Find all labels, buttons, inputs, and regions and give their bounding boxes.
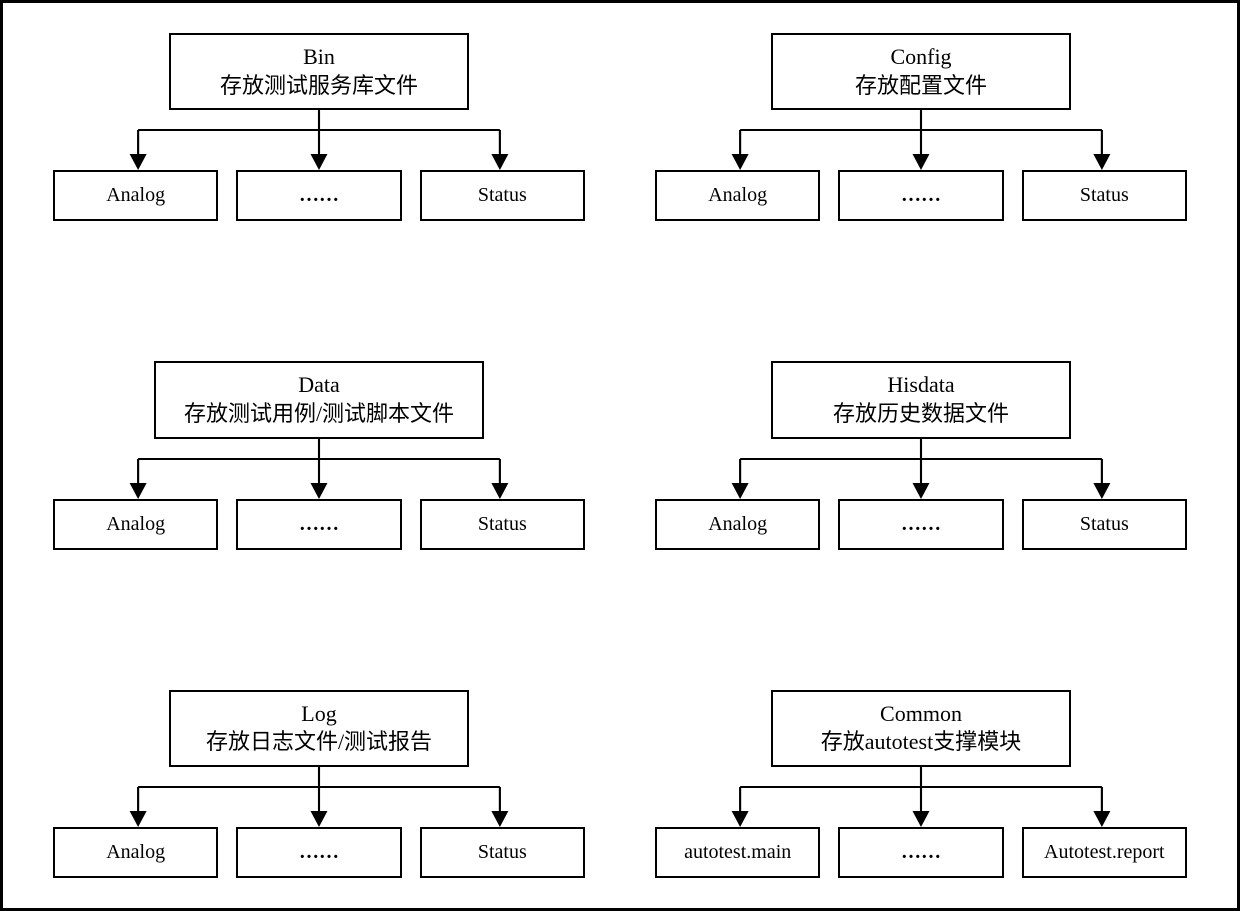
tree-children: Analog …… Status: [655, 170, 1187, 221]
tree-subtitle: 存放历史数据文件: [801, 400, 1041, 429]
tree-children: Analog …… Status: [53, 170, 585, 221]
tree-title: Common: [801, 700, 1041, 729]
tree-subtitle: 存放测试用例/测试脚本文件: [184, 400, 454, 429]
tree-title: Bin: [199, 43, 439, 72]
tree-bin: Bin 存放测试服务库文件 Analog …… Status: [53, 33, 585, 221]
tree-child: Analog: [655, 170, 820, 221]
tree-child: Analog: [655, 499, 820, 550]
tree-parent-box: Data 存放测试用例/测试脚本文件: [154, 361, 484, 438]
tree-connector: [655, 767, 1187, 827]
tree-connector: [53, 767, 585, 827]
tree-title: Hisdata: [801, 371, 1041, 400]
tree-child: Analog: [53, 499, 218, 550]
tree-child: autotest.main: [655, 827, 820, 878]
tree-children: Analog …… Status: [655, 499, 1187, 550]
tree-connector: [53, 439, 585, 499]
tree-common: Common 存放autotest支撑模块 autotest.main …… A…: [655, 690, 1187, 878]
tree-child: Status: [420, 170, 585, 221]
tree-child: Analog: [53, 170, 218, 221]
tree-parent-box: Config 存放配置文件: [771, 33, 1071, 110]
tree-subtitle: 存放autotest支撑模块: [801, 728, 1041, 757]
tree-children: Analog …… Status: [53, 827, 585, 878]
tree-children: Analog …… Status: [53, 499, 585, 550]
tree-config: Config 存放配置文件 Analog …… Status: [655, 33, 1187, 221]
tree-row: Data 存放测试用例/测试脚本文件 Analog …… Status: [53, 361, 1187, 549]
tree-child: Status: [420, 827, 585, 878]
tree-connector: [655, 110, 1187, 170]
tree-child-ellipsis: ……: [236, 499, 401, 550]
tree-connector: [53, 110, 585, 170]
tree-log: Log 存放日志文件/测试报告 Analog …… Status: [53, 690, 585, 878]
tree-parent-box: Log 存放日志文件/测试报告: [169, 690, 469, 767]
tree-child-ellipsis: ……: [838, 499, 1003, 550]
tree-child: Autotest.report: [1022, 827, 1187, 878]
tree-child-ellipsis: ……: [838, 170, 1003, 221]
tree-row: Bin 存放测试服务库文件 Analog …… Status: [53, 33, 1187, 221]
tree-parent-box: Hisdata 存放历史数据文件: [771, 361, 1071, 438]
tree-subtitle: 存放测试服务库文件: [199, 72, 439, 101]
tree-connector: [655, 439, 1187, 499]
tree-child-ellipsis: ……: [236, 827, 401, 878]
tree-title: Log: [199, 700, 439, 729]
tree-child: Status: [1022, 170, 1187, 221]
tree-child-ellipsis: ……: [838, 827, 1003, 878]
tree-parent-box: Bin 存放测试服务库文件: [169, 33, 469, 110]
diagram-frame: Bin 存放测试服务库文件 Analog …… Status: [0, 0, 1240, 911]
tree-title: Config: [801, 43, 1041, 72]
tree-child-ellipsis: ……: [236, 170, 401, 221]
tree-data: Data 存放测试用例/测试脚本文件 Analog …… Status: [53, 361, 585, 549]
tree-row: Log 存放日志文件/测试报告 Analog …… Status: [53, 690, 1187, 878]
tree-title: Data: [184, 371, 454, 400]
tree-subtitle: 存放配置文件: [801, 72, 1041, 101]
tree-children: autotest.main …… Autotest.report: [655, 827, 1187, 878]
tree-child: Analog: [53, 827, 218, 878]
tree-subtitle: 存放日志文件/测试报告: [199, 728, 439, 757]
tree-parent-box: Common 存放autotest支撑模块: [771, 690, 1071, 767]
tree-hisdata: Hisdata 存放历史数据文件 Analog …… Status: [655, 361, 1187, 549]
tree-child: Status: [1022, 499, 1187, 550]
tree-child: Status: [420, 499, 585, 550]
